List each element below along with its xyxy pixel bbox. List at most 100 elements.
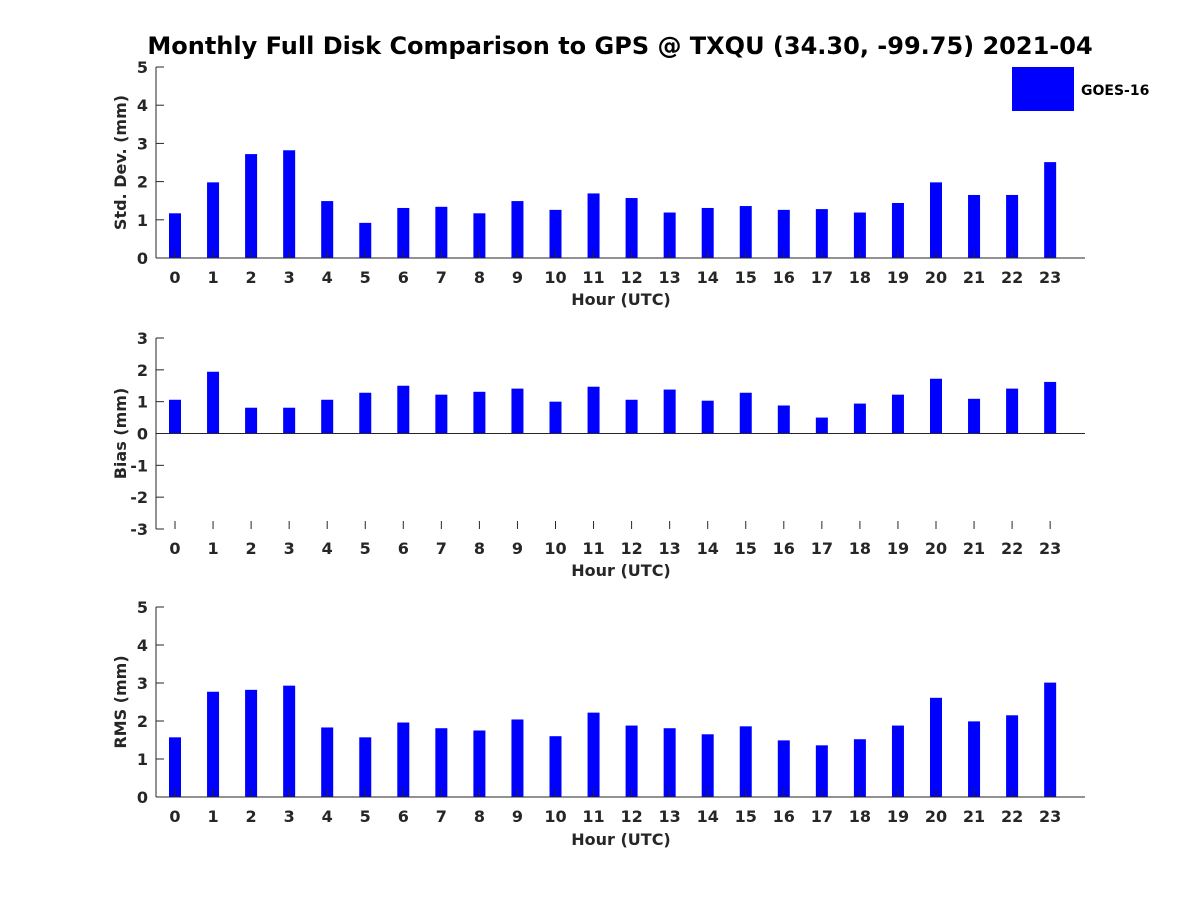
x-tick-label: 19 <box>887 807 909 826</box>
x-tick-label: 13 <box>659 268 681 287</box>
x-tick-label: 20 <box>925 807 947 826</box>
x-tick-label: 6 <box>398 539 409 558</box>
x-tick-label: 22 <box>1001 268 1023 287</box>
y-axis-label-panel1: Std. Dev. (mm) <box>111 95 130 230</box>
bar-panel2-hour-8 <box>473 391 486 434</box>
y-tick-label: 1 <box>137 750 148 769</box>
bar-panel2-hour-22 <box>1006 388 1019 434</box>
x-tick-label: 21 <box>963 268 985 287</box>
x-tick-label: 8 <box>474 807 485 826</box>
y-tick-label: 3 <box>137 134 148 153</box>
bar-panel2-hour-18 <box>853 403 866 434</box>
x-tick-label: 1 <box>207 539 218 558</box>
bar-panel3-hour-2 <box>245 689 258 797</box>
bar-panel3-hour-22 <box>1006 715 1019 797</box>
y-tick-label: 1 <box>137 211 148 230</box>
bar-panel2-hour-14 <box>701 400 714 434</box>
bar-panel1-hour-1 <box>207 182 220 258</box>
y-axis-label-panel3: RMS (mm) <box>111 655 130 748</box>
bar-panel3-hour-19 <box>891 725 904 797</box>
x-tick-label: 5 <box>360 539 371 558</box>
bar-panel2-hour-4 <box>321 399 334 434</box>
bar-panel2-hour-11 <box>587 386 600 434</box>
legend-label-goes-16: GOES-16 <box>1081 83 1149 99</box>
x-tick-label: 18 <box>849 268 871 287</box>
bar-panel3-hour-7 <box>435 728 448 797</box>
bar-panel2-hour-17 <box>815 417 828 434</box>
x-tick-label: 22 <box>1001 539 1023 558</box>
bar-panel3-hour-14 <box>701 734 714 797</box>
x-tick-label: 11 <box>582 807 604 826</box>
bar-panel1-hour-7 <box>435 206 448 258</box>
bar-panel3-hour-3 <box>283 685 296 797</box>
x-tick-label: 17 <box>811 268 833 287</box>
y-tick-label: -1 <box>130 456 148 475</box>
bar-panel2-hour-21 <box>968 398 981 434</box>
y-tick-label: -3 <box>130 520 148 539</box>
bar-panel1-hour-6 <box>397 207 410 258</box>
bar-panel1-hour-20 <box>930 182 942 258</box>
x-tick-label: 7 <box>436 807 447 826</box>
x-tick-label: 3 <box>284 268 295 287</box>
x-tick-label: 10 <box>544 807 566 826</box>
x-tick-label: 5 <box>360 807 371 826</box>
bar-panel3-hour-0 <box>169 737 181 797</box>
bar-panel1-hour-19 <box>891 202 904 258</box>
bar-panel2-hour-1 <box>207 371 220 434</box>
bar-panel1-hour-11 <box>587 193 600 258</box>
y-tick-label: 3 <box>137 329 148 348</box>
legend: GOES-16 <box>1012 67 1149 111</box>
x-tick-label: 5 <box>360 268 371 287</box>
bar-panel2-hour-5 <box>359 392 372 434</box>
bar-panel3-hour-11 <box>587 712 600 797</box>
bar-panel1-hour-10 <box>549 209 562 258</box>
x-tick-label: 17 <box>811 539 833 558</box>
x-tick-label: 15 <box>735 807 757 826</box>
y-tick-label: 2 <box>137 712 148 731</box>
x-tick-label: 4 <box>322 807 333 826</box>
bar-panel1-hour-2 <box>245 154 258 258</box>
x-tick-label: 1 <box>207 807 218 826</box>
bar-panel1-hour-17 <box>815 209 828 258</box>
x-tick-label: 6 <box>398 268 409 287</box>
bar-panel3-hour-18 <box>853 739 866 797</box>
y-tick-label: 4 <box>137 636 148 655</box>
bar-panel3-hour-12 <box>625 725 638 797</box>
x-tick-label: 3 <box>284 539 295 558</box>
x-tick-label: 8 <box>474 539 485 558</box>
bar-panel2-hour-9 <box>511 388 524 434</box>
bar-panel3-hour-6 <box>397 722 410 797</box>
bar-panel3-hour-5 <box>359 737 372 797</box>
bar-panel1-hour-8 <box>473 213 486 258</box>
bar-panel1-hour-21 <box>968 194 981 258</box>
bar-panel3-hour-15 <box>739 726 752 797</box>
bar-panel3-hour-1 <box>207 691 220 797</box>
y-tick-label: 4 <box>137 96 148 115</box>
bar-panel3-hour-23 <box>1044 682 1057 797</box>
x-tick-label: 4 <box>322 539 333 558</box>
bar-panel2-hour-7 <box>435 394 448 434</box>
x-tick-label: 23 <box>1039 268 1061 287</box>
x-tick-label: 22 <box>1001 807 1023 826</box>
x-tick-label: 11 <box>582 268 604 287</box>
x-tick-label: 0 <box>169 807 180 826</box>
y-tick-label: 2 <box>137 173 148 192</box>
x-tick-label: 10 <box>544 268 566 287</box>
x-tick-label: 19 <box>887 268 909 287</box>
x-tick-label: 23 <box>1039 539 1061 558</box>
bar-panel2-hour-3 <box>283 407 296 434</box>
y-tick-label: -2 <box>130 488 148 507</box>
x-tick-label: 15 <box>735 539 757 558</box>
x-tick-label: 13 <box>659 539 681 558</box>
x-tick-label: 18 <box>849 807 871 826</box>
bar-panel3-hour-21 <box>968 721 981 797</box>
bar-panel2-hour-19 <box>891 394 904 434</box>
y-tick-label: 3 <box>137 674 148 693</box>
bar-panel1-hour-0 <box>169 213 181 258</box>
x-tick-label: 1 <box>207 268 218 287</box>
legend-swatch-goes-16 <box>1012 67 1074 111</box>
x-tick-label: 13 <box>659 807 681 826</box>
